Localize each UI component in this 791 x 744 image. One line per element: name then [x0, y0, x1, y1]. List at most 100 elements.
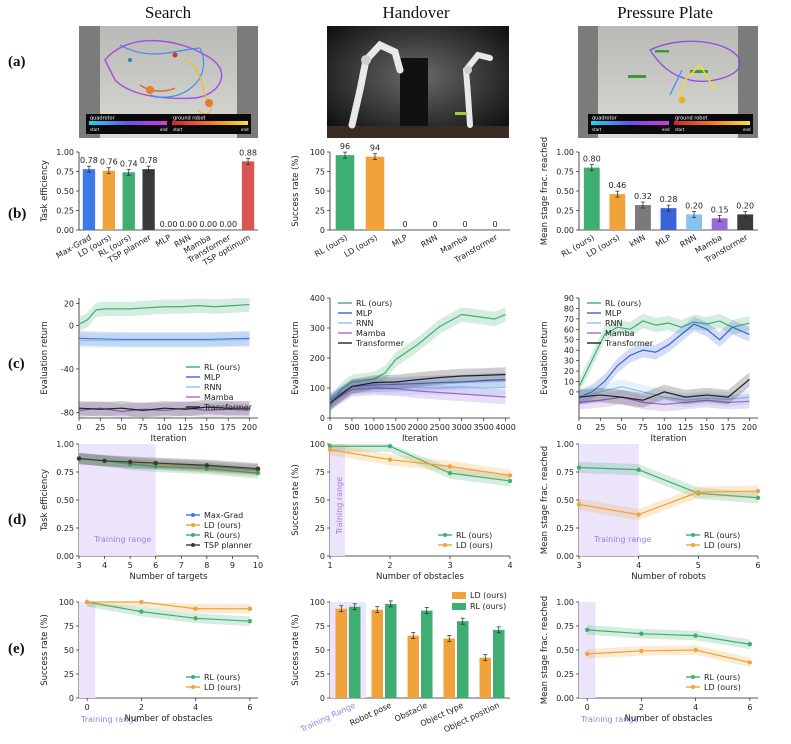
x-tick-label: 4000 [495, 423, 515, 432]
data-point [102, 458, 107, 463]
data-point [447, 470, 453, 476]
x-tick-label: 25 [95, 423, 105, 432]
data-point [193, 616, 198, 621]
data-point [747, 660, 753, 665]
bar [82, 169, 96, 230]
x-tick-label: 0 [76, 423, 81, 432]
y-tick-label: 0.25 [556, 207, 574, 216]
confidence-band [579, 313, 750, 394]
data-point [696, 489, 701, 495]
y-tick-label: 0.25 [56, 207, 74, 216]
y-tick-label: 50 [315, 496, 325, 505]
y-axis-label-e2: Success rate (%) [291, 614, 301, 686]
legend-label: Transformer [604, 339, 654, 348]
legend-marker [443, 543, 447, 547]
y-tick-label: 0.50 [56, 187, 74, 196]
pressure-legend-start: start [592, 127, 602, 132]
training-range-label: Training range [580, 715, 638, 724]
data-point [327, 444, 333, 449]
bar [609, 194, 626, 230]
y-tick-label: 300 [310, 324, 325, 333]
x-tick-label: 1500 [386, 423, 406, 432]
y-tick-label: 0.50 [556, 187, 574, 196]
x-tick-label: 2000 [408, 423, 428, 432]
data-point [584, 627, 590, 633]
bar [385, 603, 397, 698]
chart-d2: 0 25 50 75 100 Success rate (%) Training range… [291, 440, 513, 582]
bar [421, 610, 433, 698]
legend-label: RNN [605, 319, 623, 328]
y-tick-label: 0.75 [56, 468, 74, 477]
series-line [78, 406, 250, 411]
x-tick-label: 200 [742, 423, 757, 432]
row-label-a: (a) [8, 54, 26, 70]
x-tick-label: 3 [447, 561, 452, 570]
bar [686, 214, 702, 230]
legend-swatch [452, 603, 466, 610]
y-tick-label: 0.50 [56, 496, 74, 505]
y-tick-label: 0 [320, 694, 325, 703]
bar [102, 170, 115, 230]
confidence-band [79, 298, 250, 332]
x-tick-label: 8 [204, 561, 209, 570]
x-tick-label: 9 [230, 561, 235, 570]
series-line [78, 303, 250, 325]
legend-label: RL (ours) [456, 531, 492, 540]
bar [241, 161, 255, 230]
data-label: 0.80 [583, 155, 601, 164]
x-tick-label: 5 [696, 561, 701, 570]
series-line [329, 379, 506, 401]
pressure-plate-scene-photo: quadrotor ground robot start end start e… [578, 26, 758, 138]
bar [635, 205, 651, 230]
legend-marker [443, 533, 447, 537]
data-label: 0.46 [608, 181, 626, 190]
data-label: 96 [340, 142, 350, 151]
data-point [639, 631, 644, 636]
y-tick-label: 0 [320, 552, 325, 561]
x-tick-label: 1000 [364, 423, 384, 432]
x-tick-label: MLP [154, 233, 173, 249]
legend-label: LD (ours) [204, 683, 241, 692]
series-line [329, 449, 511, 476]
x-tick-label: 6 [153, 561, 158, 570]
x-tick-label: 2 [639, 703, 644, 712]
y-tick-label: 70 [564, 315, 574, 324]
x-tick-label: Robot pose [348, 701, 392, 728]
search-legend-end-2: end [241, 127, 249, 132]
x-axis-label-d1: Number of targets [129, 572, 208, 582]
x-tick-label: 2500 [430, 423, 450, 432]
confidence-band [579, 372, 750, 408]
y-tick-label: 90 [564, 294, 574, 303]
legend-marker [191, 675, 195, 679]
row-label-e: (e) [8, 641, 25, 657]
y-tick-label: 25 [315, 670, 325, 679]
x-tick-label: 500 [344, 423, 359, 432]
data-label: 0.20 [685, 201, 703, 210]
y-tick-label: 0.50 [556, 646, 574, 655]
y-tick-label: 30 [564, 357, 574, 366]
column-title-search: Search [145, 3, 192, 22]
data-label: 0.78 [80, 156, 98, 165]
x-tick-label: 1 [327, 561, 332, 570]
training-range-band [330, 602, 366, 698]
y-tick-label: 1.00 [56, 148, 74, 157]
y-tick-label: 1.00 [56, 440, 74, 449]
x-tick-label: 50 [117, 423, 127, 432]
pressure-legend-start-2: start [675, 127, 685, 132]
x-tick-label: 50 [617, 423, 627, 432]
series-line [329, 373, 506, 404]
y-tick-label: 0 [69, 321, 74, 330]
y-tick-label: 50 [315, 187, 325, 196]
confidence-band [587, 645, 750, 668]
y-axis-label-e3: Mean stage frac. reached [540, 596, 550, 704]
legend-label: RL (ours) [356, 299, 392, 308]
data-point [139, 609, 144, 614]
y-tick-label: 0.00 [56, 226, 74, 235]
y-axis-label-d1: Task efficiency [40, 469, 50, 532]
y-tick-label: 100 [310, 148, 325, 157]
row-label-c: (c) [8, 356, 25, 372]
legend-label: Transformer [203, 403, 253, 412]
y-tick-label: 1.00 [556, 598, 574, 607]
confidence-band [579, 461, 758, 504]
